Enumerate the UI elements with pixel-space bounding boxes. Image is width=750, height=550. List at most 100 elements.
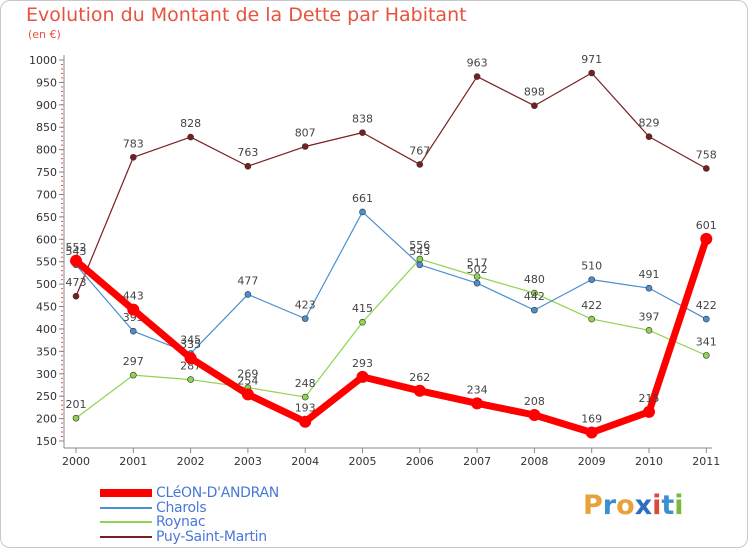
x-tick-label: 2011: [692, 455, 720, 468]
legend-swatch: [100, 521, 152, 524]
data-point: [645, 284, 653, 292]
data-point: [301, 143, 309, 150]
proxiti-logo: Proxiti: [583, 490, 684, 521]
data-point: [356, 370, 369, 383]
series-line: [72, 235, 710, 436]
data-label: 543: [409, 245, 430, 258]
data-label: 442: [524, 290, 545, 303]
data-label: 763: [237, 146, 258, 159]
x-tick-label: 2002: [177, 455, 205, 468]
data-point: [72, 414, 80, 422]
y-tick-label: 750: [36, 166, 57, 179]
y-tick-label: 550: [36, 256, 57, 269]
data-label: 838: [352, 113, 373, 126]
data-label: 491: [639, 268, 660, 281]
data-point: [645, 133, 653, 140]
x-tick-label: 2005: [349, 455, 377, 468]
data-label: 345: [180, 334, 201, 347]
data-point: [588, 69, 596, 77]
data-point: [643, 405, 655, 418]
data-label: 293: [352, 357, 373, 370]
data-label: 335: [180, 338, 201, 351]
data-label: 758: [696, 148, 717, 161]
data-point: [241, 388, 254, 401]
data-point: [531, 289, 538, 297]
data-point: [413, 384, 426, 397]
data-point: [127, 303, 140, 316]
y-tick-label: 150: [36, 435, 57, 448]
x-tick-label: 2009: [578, 455, 606, 468]
legend-item-roynac: Roynac: [100, 514, 279, 530]
data-label: 269: [237, 368, 258, 381]
x-tick-label: 2001: [119, 455, 147, 468]
data-point: [702, 165, 710, 172]
data-point: [585, 426, 598, 439]
data-point: [130, 153, 137, 161]
data-label: 661: [352, 192, 373, 205]
y-tick-label: 850: [36, 121, 57, 134]
data-label: 262: [409, 371, 430, 384]
x-tick-label: 2010: [635, 455, 663, 468]
data-point: [359, 318, 366, 326]
series-line: [75, 72, 707, 297]
y-tick-label: 700: [36, 188, 57, 201]
data-point: [299, 415, 312, 428]
x-tick-label: 2000: [62, 455, 90, 468]
data-label: 517: [467, 256, 488, 269]
y-tick-label: 600: [36, 233, 57, 246]
logo-letter: t: [661, 490, 675, 521]
legend-swatch: [100, 489, 152, 498]
x-tick-label: 2008: [520, 455, 548, 468]
data-point: [301, 393, 309, 401]
x-tick-label: 2006: [406, 455, 434, 468]
data-point: [645, 326, 653, 334]
logo-letter: x: [634, 490, 653, 521]
data-point: [416, 261, 424, 269]
data-label: 480: [524, 273, 545, 286]
data-label: 254: [237, 374, 258, 387]
data-label: 415: [352, 302, 373, 315]
data-label: 422: [581, 299, 602, 312]
y-tick-label: 800: [36, 144, 57, 157]
chart-title: Evolution du Montant de la Dette par Hab…: [26, 4, 467, 26]
data-label: 201: [66, 398, 87, 411]
y-tick-label: 650: [36, 211, 57, 224]
data-label: 473: [66, 276, 87, 289]
data-point: [70, 254, 82, 267]
data-point: [531, 306, 538, 314]
data-label: 208: [524, 395, 545, 408]
data-point: [130, 371, 137, 379]
series-line: [75, 211, 707, 355]
y-tick-label: 900: [36, 99, 57, 112]
y-tick-label: 350: [36, 345, 57, 358]
legend-item-puy-saint-martin: Puy-Saint-Martin: [100, 529, 279, 545]
data-point: [473, 279, 481, 287]
legend-label: Charols: [156, 499, 207, 516]
data-label: 397: [639, 310, 660, 323]
data-point: [359, 208, 366, 216]
data-point: [702, 315, 710, 323]
y-tick-label: 950: [36, 76, 57, 89]
x-tick-label: 2004: [291, 455, 319, 468]
legend-item-charols: Charols: [100, 499, 279, 516]
data-label: 341: [696, 335, 717, 348]
data-point: [588, 276, 596, 283]
logo-letter: r: [602, 490, 617, 521]
data-label: 169: [581, 412, 602, 425]
data-point: [702, 352, 710, 359]
y-tick-label: 200: [36, 413, 57, 426]
series-line: [75, 258, 707, 419]
y-tick-label: 450: [36, 301, 57, 314]
legend-swatch: [100, 506, 152, 509]
y-tick-label: 1000: [29, 54, 57, 67]
data-point: [531, 102, 538, 110]
data-label: 829: [639, 117, 660, 130]
data-point: [72, 292, 80, 300]
data-point: [184, 352, 197, 365]
data-label: 783: [123, 137, 144, 150]
legend-swatch: [100, 535, 152, 538]
data-point: [301, 315, 309, 322]
data-point: [700, 232, 713, 245]
